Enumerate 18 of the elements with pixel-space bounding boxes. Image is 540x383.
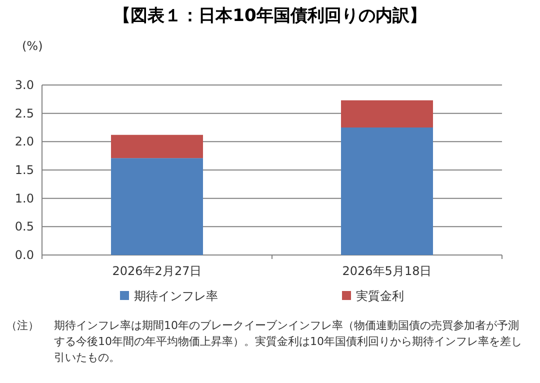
bar <box>111 134 203 158</box>
y-tick-label: 0.0 <box>14 248 34 262</box>
y-tick-label: 2.0 <box>14 134 34 149</box>
y-tick-label: 0.5 <box>14 220 34 234</box>
y-tick-label: 1.0 <box>14 191 34 206</box>
bar <box>341 128 433 255</box>
bar <box>341 100 433 128</box>
y-tick-label: 1.5 <box>14 163 34 177</box>
chart-title: 【図表１：日本10年国債利回りの内訳】 <box>112 5 428 27</box>
x-tick-label: 2026年2月27日 <box>112 264 202 278</box>
bar <box>111 158 203 255</box>
text: （注） 期待インフレ率は期間10年のブレークイーブンインフレ率（物価連動国債の売買参加者が予測する今後10年間の年平均物価上昇率）。実質金利は10年国債利回りから期待インフレ率を差し引いたもの。 <box>6 319 522 364</box>
y-tick-label: 2.5 <box>14 106 34 120</box>
legend-label: 実質金利 <box>356 289 404 303</box>
x-tick-label: 2026年5月18日 <box>342 264 432 278</box>
y-axis-title: (%) <box>22 39 43 53</box>
y-tick-label: 3.0 <box>14 78 34 92</box>
legend-label: 期待インフレ率 <box>134 289 218 303</box>
